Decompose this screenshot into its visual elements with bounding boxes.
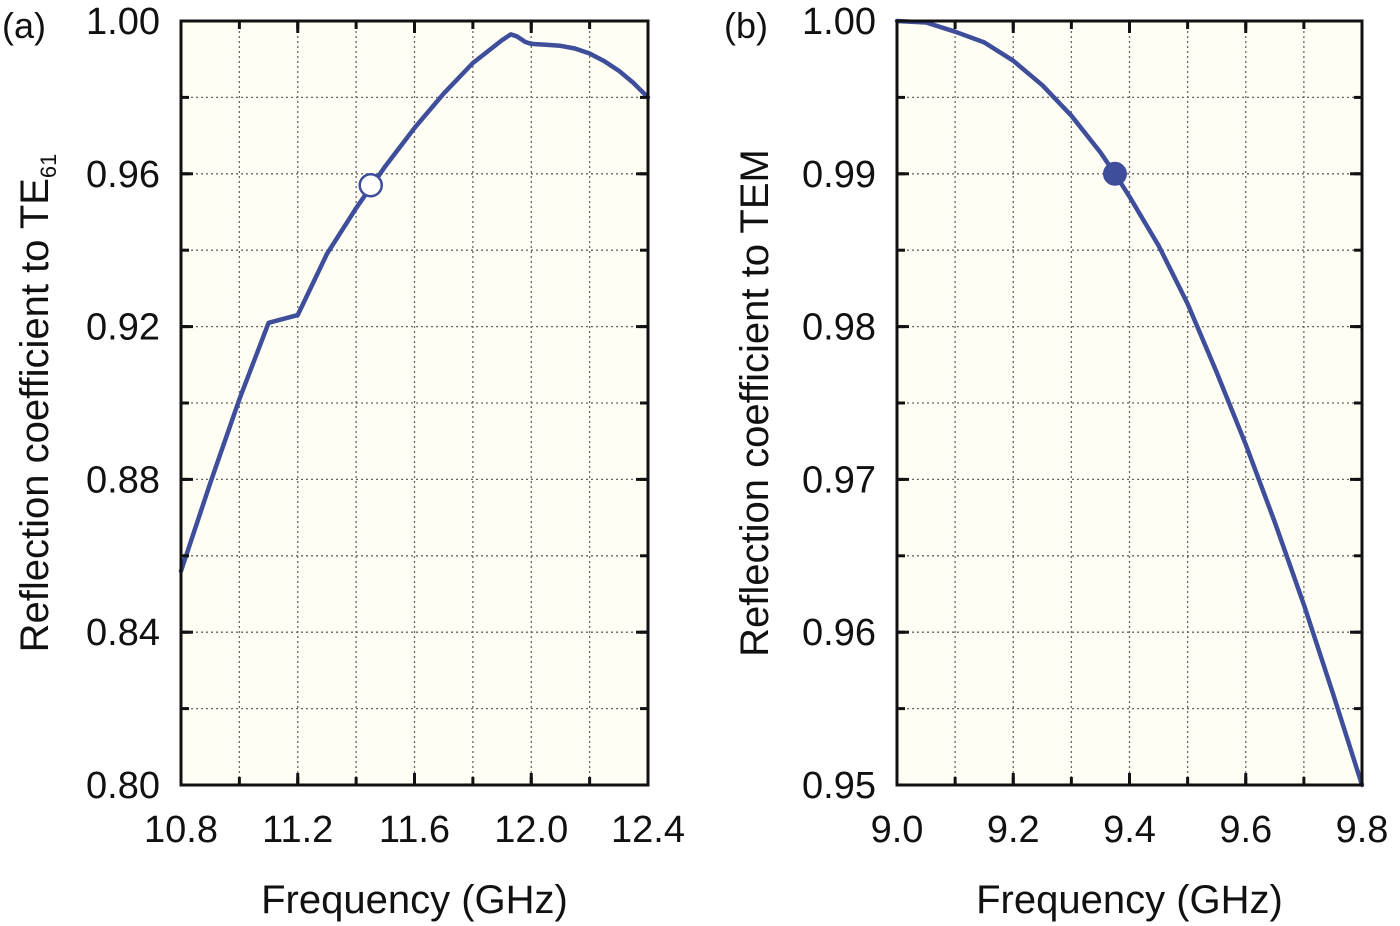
y-tick-label-b-2: 0.97 — [802, 459, 876, 501]
x-tick-label-b-1: 9.2 — [987, 809, 1040, 851]
x-tick-label-b-3: 9.6 — [1219, 809, 1272, 851]
y-tick-label-a-2: 0.88 — [86, 459, 160, 501]
y-tick-label-a-1: 0.84 — [86, 612, 160, 654]
y-tick-label-b-5: 1.00 — [802, 1, 876, 43]
y-tick-label-a-5: 1.00 — [86, 1, 160, 43]
gridlines-b — [897, 21, 1362, 785]
x-tick-label-a-0: 10.8 — [144, 809, 218, 851]
y-tick-label-b-3: 0.98 — [802, 307, 876, 349]
y-tick-label-b-0: 0.95 — [802, 765, 876, 807]
series-line-b-0 — [894, 18, 1365, 788]
y-axis-title-subscript-a: 61 — [36, 154, 61, 178]
x-tick-label-a-2: 11.6 — [379, 809, 450, 851]
panel-label-b: (b) — [724, 5, 768, 46]
data-point-marker-b — [1102, 161, 1127, 186]
panel-label-a: (a) — [2, 5, 46, 46]
y-axis-title-main-a: Reflection coefficient to TE — [13, 178, 57, 652]
x-tick-label-b-0: 9.0 — [871, 809, 924, 851]
x-tick-label-a-4: 12.4 — [611, 809, 685, 851]
y-axis-title-main-b: Reflection coefficient to TEM — [733, 149, 777, 657]
x-axis-title-b: Frequency (GHz) — [976, 878, 1283, 922]
x-tick-label-b-4: 9.8 — [1336, 809, 1389, 851]
y-tick-label-a-3: 0.92 — [86, 307, 160, 349]
x-axis-title-a: Frequency (GHz) — [261, 878, 568, 922]
axis-ticks-b — [895, 19, 1364, 787]
y-tick-label-a-0: 0.80 — [86, 765, 160, 807]
axis-ticks-a — [179, 19, 650, 787]
y-tick-label-a-4: 0.96 — [86, 154, 160, 196]
x-tick-label-a-3: 12.0 — [494, 809, 568, 851]
y-axis-title-a: Reflection coefficient to TE61 — [13, 154, 61, 653]
chart-panel-b: 9.0 9.2 9.4 9.6 9.8 0.95 0.96 0.97 0.98 0.99 1.00 F… — [724, 1, 1388, 922]
y-tick-label-b-4: 0.99 — [802, 154, 876, 196]
y-tick-label-b-1: 0.96 — [802, 612, 876, 654]
x-tick-label-a-1: 11.2 — [262, 809, 333, 851]
series-line-a-0 — [178, 32, 651, 574]
data-point-marker-a — [358, 173, 383, 198]
y-axis-title-b: Reflection coefficient to TEM — [733, 149, 777, 657]
x-tick-label-b-2: 9.4 — [1103, 809, 1156, 851]
chart-panel-a: 10.8 11.2 11.6 12.0 12.4 0.80 0.84 0.88 0.92 0.96… — [2, 1, 685, 922]
